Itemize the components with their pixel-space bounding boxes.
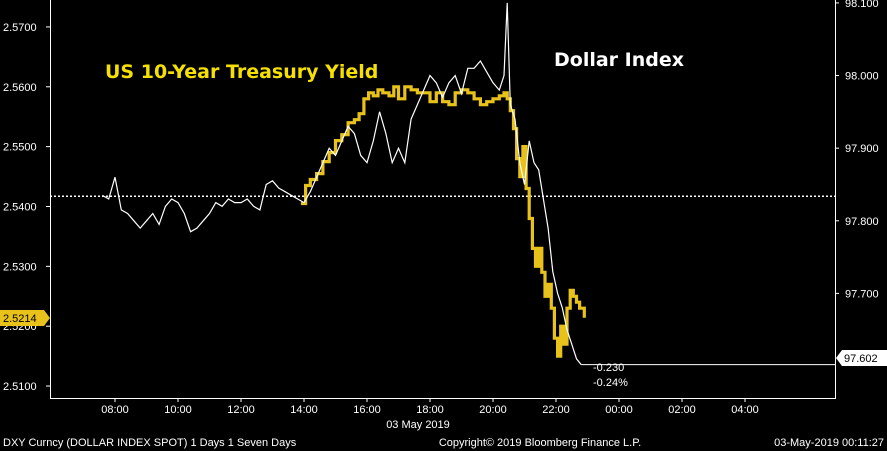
x-tick-label-5: 18:00	[416, 404, 444, 416]
left-value-tag: 2.5214	[0, 310, 50, 326]
title-treasury-yield: US 10-Year Treasury Yield	[105, 61, 378, 83]
left-axis-ticks: 2.57002.56002.55002.54002.53002.52002.51…	[3, 22, 50, 393]
series-line-dollar-index	[102, 2, 582, 365]
x-tick-label-3: 14:00	[290, 404, 318, 416]
change-pct-annotation: -0.24%	[593, 377, 628, 389]
left-tick-label-0: 2.5700	[3, 22, 37, 34]
right-value-tag: 97.602	[836, 350, 887, 366]
left-tick-label-3: 2.5400	[3, 201, 37, 213]
left-tick-label-2: 2.5500	[3, 142, 37, 154]
right-tick-label-0: 98.100	[845, 0, 879, 10]
x-tick-label-6: 20:00	[479, 404, 507, 416]
change-annotation: -0.230	[593, 362, 624, 374]
left-tick-label-4: 2.5300	[3, 261, 37, 273]
x-tick-label-8: 00:00	[605, 404, 633, 416]
footer-copyright: Copyright© 2019 Bloomberg Finance L.P.	[439, 437, 641, 449]
series-line-treasury-yield	[300, 85, 586, 358]
right-tick-label-2: 97.900	[845, 143, 879, 155]
x-tick-label-4: 16:00	[353, 404, 381, 416]
footer-ticker: DXY Curncy (DOLLAR INDEX SPOT) 1 Days 1 …	[3, 437, 297, 449]
right-axis-ticks: 98.100 98.000 97.900 97.800 97.700	[835, 0, 879, 300]
x-axis-ticks: 08:00 10:00 12:00 14:00 16:00 18:00 20:00 22:00…	[101, 398, 759, 416]
left-value-tag-text: 2.5214	[3, 313, 37, 325]
x-tick-label-2: 12:00	[227, 404, 255, 416]
title-dollar-index: Dollar Index	[554, 49, 684, 71]
right-tick-label-4: 97.700	[845, 288, 879, 300]
left-tick-label-6: 2.5100	[3, 381, 37, 393]
x-tick-label-0: 08:00	[101, 404, 129, 416]
x-tick-label-7: 22:00	[542, 404, 570, 416]
x-tick-label-1: 10:00	[164, 404, 192, 416]
right-tick-label-1: 98.000	[845, 71, 879, 83]
left-tick-label-1: 2.5600	[3, 82, 37, 94]
footer-timestamp: 03-May-2019 00:11:27	[774, 437, 884, 449]
x-date-label: 03 May 2019	[386, 419, 450, 431]
right-value-tag-text: 97.602	[844, 353, 878, 365]
x-tick-label-9: 02:00	[668, 404, 696, 416]
right-tick-label-3: 97.800	[845, 216, 879, 228]
series-group	[102, 2, 586, 365]
x-tick-label-10: 04:00	[731, 404, 759, 416]
